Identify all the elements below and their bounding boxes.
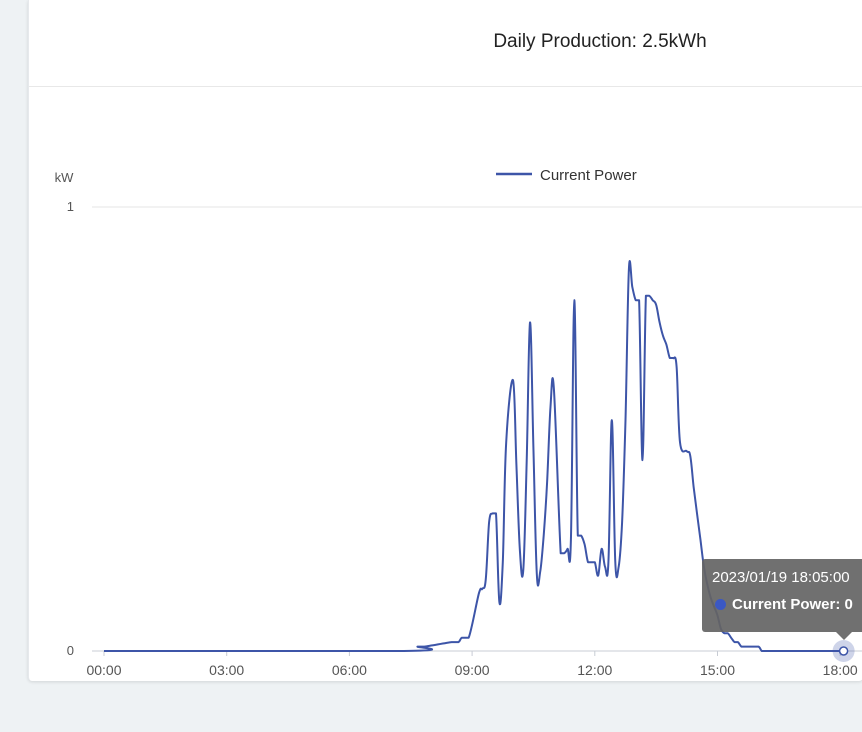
card-header: Daily Production: 2.5kWh [29, 0, 862, 87]
hover-point [838, 646, 849, 656]
x-tick-label: 09:00 [455, 662, 490, 678]
x-tick-label: 15:00 [700, 662, 735, 678]
tooltip-value-row: Current Power: 0 [715, 596, 853, 613]
page-title: Daily Production: 2.5kWh [493, 31, 707, 52]
x-tick-label: 03:00 [209, 662, 244, 678]
y-axis-label: kW [55, 170, 75, 185]
chart-card: Daily Production: 2.5kWh [28, 0, 862, 681]
y-tick-label: 0 [67, 643, 74, 658]
series-marker-icon [715, 599, 726, 610]
x-tick-label: 06:00 [332, 662, 367, 678]
legend-label: Current Power [540, 167, 637, 184]
tooltip-series-label: Current Power [732, 596, 836, 613]
x-tick-label: 12:00 [577, 662, 612, 678]
tooltip-value: 0 [844, 596, 853, 613]
tooltip-date: 2023/01/19 18:05:00 [712, 569, 850, 586]
series-line-current-power [104, 260, 844, 652]
y-tick-label: 1 [67, 199, 74, 214]
x-tick-label: 18:00 [823, 662, 858, 678]
x-tick-label: 00:00 [86, 662, 121, 678]
tooltip-arrow [836, 632, 852, 640]
chart-tooltip: 2023/01/19 18:05:00 Current Power: 0 [702, 559, 862, 632]
tooltip-separator: : [835, 596, 845, 613]
